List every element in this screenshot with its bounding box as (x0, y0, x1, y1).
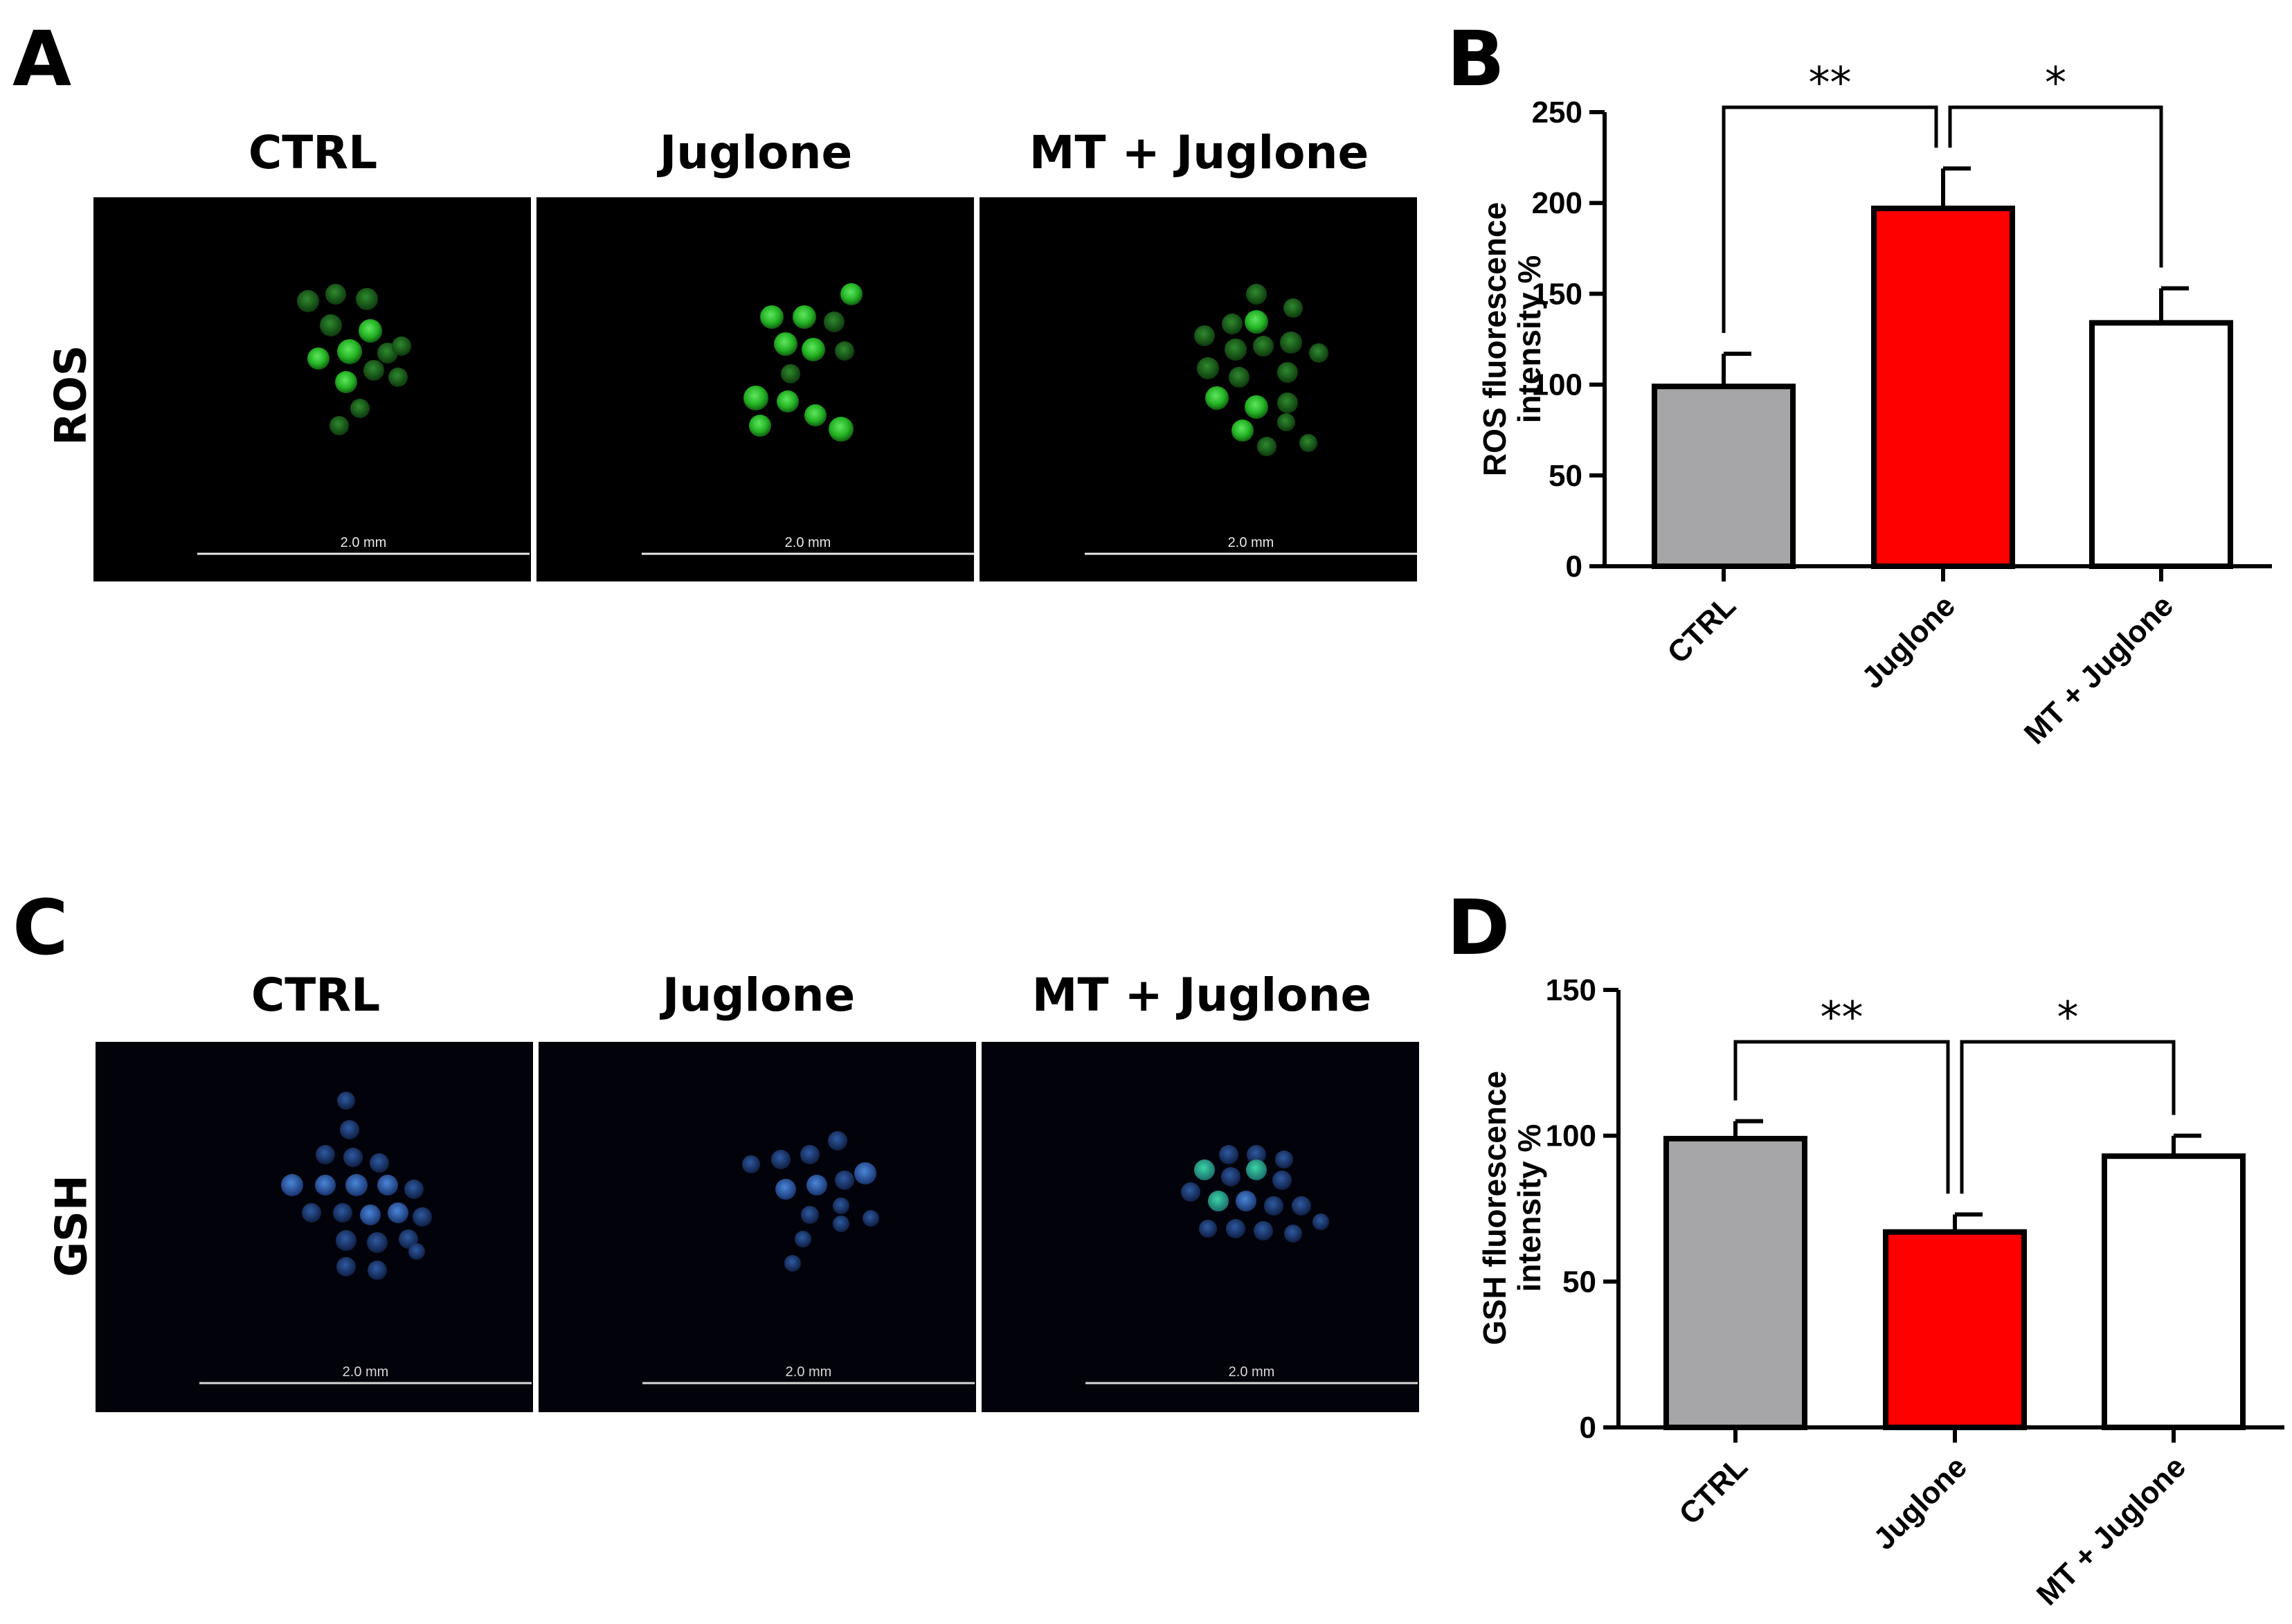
panel-letter-a: A (12, 15, 72, 103)
gsh-category-label: Juglone (1867, 1450, 1974, 1556)
ros-y-axis-label-line: ROS fluorescence (1477, 202, 1513, 476)
gsh-column-title-mt-juglone: MT + Juglone (1031, 968, 1372, 1022)
gsh-scale-label-juglone: 2.0 mm (786, 1364, 832, 1380)
panel-letter-c: C (12, 883, 69, 972)
ros-bar-2 (2089, 320, 2233, 569)
ros-micrograph-mt-juglone: 2.0 mm (980, 197, 1417, 581)
gsh-y-axis-label-line: intensity % (1511, 1124, 1547, 1292)
ros-significance-bracket (1948, 105, 2163, 268)
ros-category-label: MT + Juglone (2018, 588, 2180, 750)
ros-scale-label-ctrl: 2.0 mm (341, 535, 387, 550)
ros-significance-label: * (2045, 57, 2066, 108)
gsh-bar-1 (1883, 1229, 2027, 1430)
ros-y-axis-label-line: intensity % (1511, 255, 1547, 424)
gsh-y-axis-label-line: GSH fluorescence (1477, 1071, 1513, 1345)
gsh-oocyte-cluster-mt-juglone (1181, 1145, 1329, 1243)
ros-oocyte-cluster-juglone (743, 283, 863, 442)
gsh-significance-label: ** (1821, 992, 1864, 1043)
gsh-y-tick-label: 50 (1562, 1265, 1596, 1299)
gsh-scale-label-ctrl: 2.0 mm (343, 1364, 389, 1380)
ros-column-title-juglone: Juglone (659, 126, 853, 179)
panel-letter-d: D (1447, 883, 1510, 972)
gsh-y-axis-label: GSH fluorescenceintensity % (1477, 1071, 1547, 1345)
ros-micrograph-juglone: 2.0 mm (536, 197, 974, 581)
panel-letter-b: B (1447, 15, 1505, 103)
gsh-significance-label: * (2057, 992, 2079, 1043)
ros-significance-label: ** (1809, 57, 1852, 108)
gsh-significance-bracket (1733, 1040, 1950, 1194)
ros-significance-bracket (1722, 105, 1938, 333)
gsh-category-label: MT + Juglone (2030, 1450, 2192, 1612)
ros-y-tick-label: 200 (1532, 186, 1582, 220)
gsh-oocyte-cluster-juglone (742, 1131, 879, 1272)
gsh-y-tick-label: 150 (1546, 973, 1596, 1007)
gsh-scale-label-mt-juglone: 2.0 mm (1229, 1364, 1275, 1380)
ros-y-tick-label: 100 (1532, 368, 1582, 402)
ros-category-label: CTRL (1661, 588, 1742, 670)
ros-y-tick-label: 150 (1532, 277, 1582, 311)
gsh-y-tick-label: 100 (1546, 1119, 1596, 1153)
ros-micrograph-ctrl: 2.0 mm (93, 197, 531, 581)
gsh-oocyte-cluster-ctrl (281, 1092, 432, 1280)
gsh-bar-chart: 0 50 100 150 GSH fluorescenceintensity % CTRL… (1477, 973, 2284, 1612)
ros-bar-chart: 0 50 100 150 200 250 ROS fluorescenceintensity… (1477, 57, 2272, 751)
gsh-bar-0 (1663, 1135, 1807, 1430)
ros-bar-0 (1652, 384, 1796, 569)
ros-scale-label-juglone: 2.0 mm (785, 535, 831, 550)
ros-scale-label-mt-juglone: 2.0 mm (1228, 535, 1274, 550)
ros-y-axis-label: ROS fluorescenceintensity % (1477, 202, 1547, 476)
gsh-significance-bracket (1960, 1040, 2176, 1194)
ros-y-tick-label: 0 (1566, 550, 1582, 584)
ros-y-tick-label: 50 (1549, 459, 1582, 493)
gsh-column-title-ctrl: CTRL (251, 968, 381, 1022)
ros-oocyte-cluster-ctrl (297, 284, 411, 435)
gsh-micrograph-juglone: 2.0 mm (539, 1042, 976, 1412)
gsh-micrograph-mt-juglone: 2.0 mm (982, 1042, 1419, 1412)
ros-bar-1 (1871, 206, 2015, 569)
ros-oocyte-cluster-mt-juglone (1194, 284, 1328, 456)
ros-column-title-mt-juglone: MT + Juglone (1029, 126, 1369, 179)
ros-y-tick-label: 250 (1532, 96, 1582, 129)
gsh-category-label: CTRL (1672, 1450, 1754, 1531)
ros-column-title-ctrl: CTRL (248, 126, 378, 179)
gsh-bar-2 (2102, 1153, 2246, 1431)
ros-category-label: Juglone (1855, 588, 1962, 695)
gsh-column-title-juglone: Juglone (662, 968, 856, 1022)
gsh-micrograph-ctrl: 2.0 mm (96, 1042, 533, 1412)
gsh-y-tick-label: 0 (1580, 1411, 1596, 1445)
